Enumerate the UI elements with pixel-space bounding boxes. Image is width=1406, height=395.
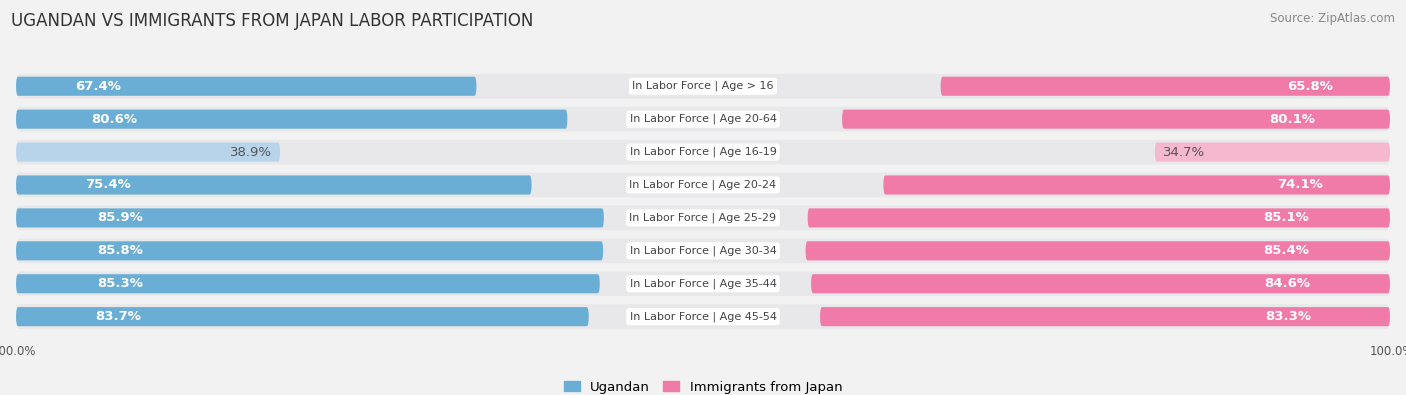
FancyBboxPatch shape — [806, 241, 1391, 260]
FancyBboxPatch shape — [17, 304, 1389, 329]
Text: In Labor Force | Age 16-19: In Labor Force | Age 16-19 — [630, 147, 776, 157]
Text: In Labor Force | Age 20-24: In Labor Force | Age 20-24 — [630, 180, 776, 190]
Text: 34.7%: 34.7% — [1163, 146, 1205, 158]
Text: In Labor Force | Age 35-44: In Labor Force | Age 35-44 — [630, 278, 776, 289]
FancyBboxPatch shape — [17, 107, 1389, 132]
FancyBboxPatch shape — [17, 74, 1389, 99]
Text: 65.8%: 65.8% — [1288, 80, 1333, 93]
Text: 84.6%: 84.6% — [1264, 277, 1310, 290]
Text: 85.3%: 85.3% — [97, 277, 143, 290]
FancyBboxPatch shape — [842, 109, 1391, 129]
Text: 75.4%: 75.4% — [84, 179, 131, 192]
Text: 74.1%: 74.1% — [1277, 179, 1323, 192]
Text: 85.9%: 85.9% — [97, 211, 143, 224]
Text: In Labor Force | Age 25-29: In Labor Force | Age 25-29 — [630, 213, 776, 223]
FancyBboxPatch shape — [15, 109, 568, 129]
FancyBboxPatch shape — [1154, 143, 1391, 162]
FancyBboxPatch shape — [883, 175, 1391, 195]
FancyBboxPatch shape — [15, 307, 589, 326]
Text: 80.6%: 80.6% — [91, 113, 136, 126]
FancyBboxPatch shape — [17, 205, 1389, 230]
FancyBboxPatch shape — [15, 209, 603, 228]
FancyBboxPatch shape — [17, 173, 1389, 198]
Text: 85.1%: 85.1% — [1264, 211, 1309, 224]
FancyBboxPatch shape — [807, 209, 1391, 228]
FancyBboxPatch shape — [15, 143, 280, 162]
Text: In Labor Force | Age > 16: In Labor Force | Age > 16 — [633, 81, 773, 92]
FancyBboxPatch shape — [811, 274, 1391, 293]
Text: UGANDAN VS IMMIGRANTS FROM JAPAN LABOR PARTICIPATION: UGANDAN VS IMMIGRANTS FROM JAPAN LABOR P… — [11, 12, 534, 30]
Text: In Labor Force | Age 30-34: In Labor Force | Age 30-34 — [630, 246, 776, 256]
Text: 83.7%: 83.7% — [96, 310, 141, 323]
Text: Source: ZipAtlas.com: Source: ZipAtlas.com — [1270, 12, 1395, 25]
Text: 80.1%: 80.1% — [1270, 113, 1316, 126]
FancyBboxPatch shape — [941, 77, 1391, 96]
FancyBboxPatch shape — [15, 77, 477, 96]
Text: 85.8%: 85.8% — [97, 245, 143, 257]
FancyBboxPatch shape — [820, 307, 1391, 326]
FancyBboxPatch shape — [15, 241, 603, 260]
Text: In Labor Force | Age 45-54: In Labor Force | Age 45-54 — [630, 311, 776, 322]
FancyBboxPatch shape — [17, 271, 1389, 296]
FancyBboxPatch shape — [15, 175, 531, 195]
FancyBboxPatch shape — [15, 274, 600, 293]
Text: 67.4%: 67.4% — [75, 80, 121, 93]
Text: 83.3%: 83.3% — [1265, 310, 1312, 323]
FancyBboxPatch shape — [17, 140, 1389, 164]
Text: 85.4%: 85.4% — [1263, 245, 1309, 257]
FancyBboxPatch shape — [17, 239, 1389, 263]
Legend: Ugandan, Immigrants from Japan: Ugandan, Immigrants from Japan — [564, 381, 842, 394]
Text: 38.9%: 38.9% — [229, 146, 271, 158]
Text: In Labor Force | Age 20-64: In Labor Force | Age 20-64 — [630, 114, 776, 124]
